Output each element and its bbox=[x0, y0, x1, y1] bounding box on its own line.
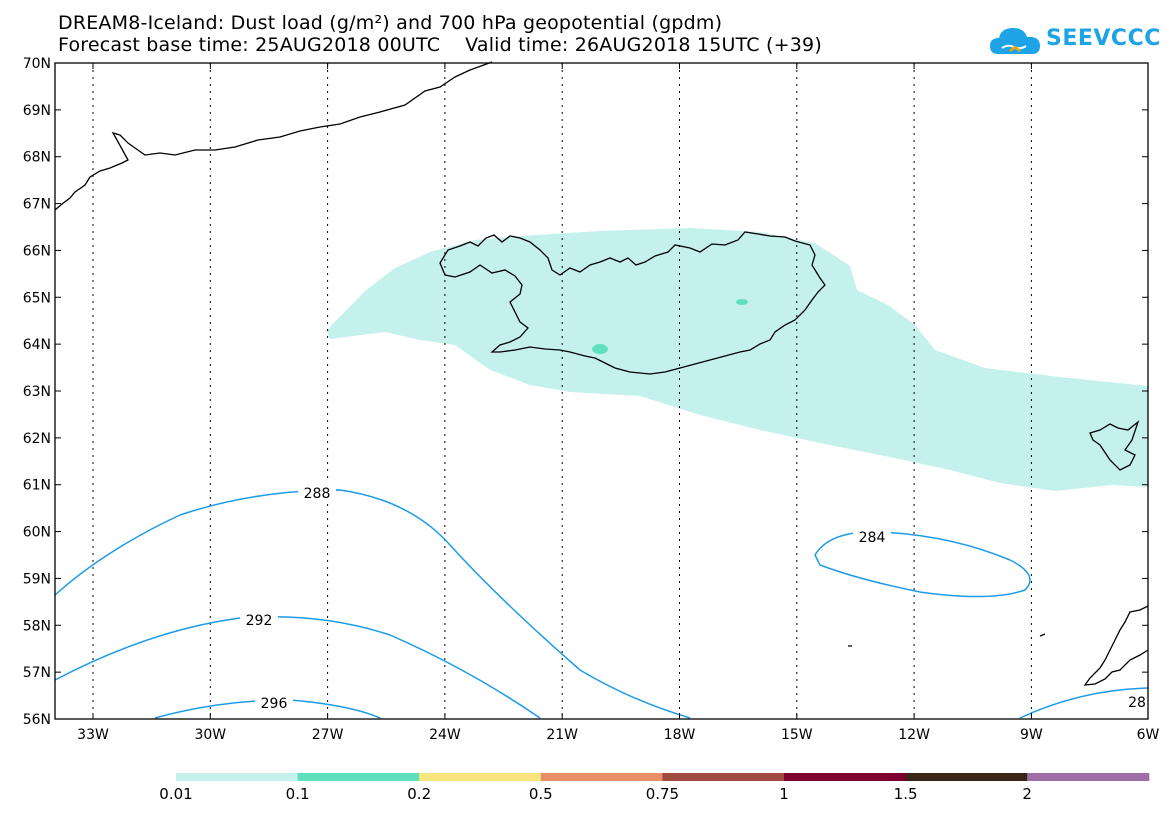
colorbar-swatch bbox=[905, 773, 1028, 781]
map-title: DREAM8-Iceland: Dust load (g/m²) and 700… bbox=[58, 12, 723, 34]
latitude-axis: 70N 69N 68N 67N 66N 65N 64N 63N 62N 61N 60N 59N 58N 5… bbox=[23, 56, 1148, 728]
lon-label: 18W bbox=[664, 727, 696, 743]
lat-label: 63N bbox=[23, 384, 51, 400]
lon-label: 33W bbox=[77, 727, 109, 743]
lon-label: 27W bbox=[312, 727, 344, 743]
lon-label: 30W bbox=[194, 727, 226, 743]
colorbar-label: 0.01 bbox=[159, 785, 193, 803]
colorbar-label: 1 bbox=[779, 785, 789, 803]
cloud-logo-icon bbox=[990, 28, 1040, 54]
longitude-axis: 33W 30W 27W 24W 21W 18W 15W 12W 9W 6W bbox=[77, 63, 1160, 743]
colorbar-swatch bbox=[540, 773, 663, 781]
coastlines bbox=[54, 61, 1149, 686]
dust-shading-mid bbox=[592, 344, 608, 354]
greenland-coast bbox=[54, 61, 493, 211]
lat-label: 58N bbox=[23, 618, 51, 634]
small-islands bbox=[848, 633, 1046, 647]
scotland-coast bbox=[1083, 605, 1149, 686]
contour-label-28: 28 bbox=[1128, 695, 1146, 711]
lat-label: 56N bbox=[23, 712, 51, 728]
lat-label: 67N bbox=[23, 197, 51, 213]
geopotential-contours bbox=[54, 489, 1149, 719]
colorbar-swatch bbox=[662, 773, 785, 781]
dust-shading-mid bbox=[736, 299, 748, 305]
colorbar-label: 0.5 bbox=[528, 785, 553, 803]
lat-label: 64N bbox=[23, 337, 51, 353]
lon-label: 15W bbox=[781, 727, 813, 743]
lat-label: 62N bbox=[23, 431, 51, 447]
colorbar-label: 2 bbox=[1022, 785, 1032, 803]
logo-text: SEEVCCC bbox=[1046, 26, 1161, 51]
contour-288 bbox=[54, 489, 691, 719]
iceland-coast bbox=[439, 231, 826, 375]
contour-label-292: 292 bbox=[246, 613, 273, 629]
lat-label: 65N bbox=[23, 290, 51, 306]
lat-label: 59N bbox=[23, 571, 51, 587]
lat-label: 60N bbox=[23, 525, 51, 541]
lon-label: 9W bbox=[1020, 727, 1043, 743]
dust-shading-low bbox=[327, 228, 1148, 491]
contour-label-284: 284 bbox=[859, 530, 886, 546]
lat-label: 57N bbox=[23, 665, 51, 681]
graticule bbox=[92, 63, 1032, 719]
lat-label: 68N bbox=[23, 150, 51, 166]
colorbar-label: 0.2 bbox=[407, 785, 432, 803]
lat-label: 66N bbox=[23, 243, 51, 259]
colorbar-swatch bbox=[1027, 773, 1150, 781]
colorbar-label: 0.1 bbox=[285, 785, 310, 803]
colorbar-swatch bbox=[297, 773, 420, 781]
dust-load-area bbox=[327, 228, 1148, 491]
forecast-times: Forecast base time: 25AUG2018 00UTC Vali… bbox=[58, 34, 822, 56]
colorbar-label: 0.75 bbox=[645, 785, 680, 803]
colorbar-swatch bbox=[176, 773, 299, 781]
faroe-coast bbox=[1089, 420, 1140, 471]
contour-label-296: 296 bbox=[261, 696, 288, 712]
lon-label: 24W bbox=[429, 727, 461, 743]
contour-28x bbox=[1019, 687, 1149, 719]
lat-label: 69N bbox=[23, 103, 51, 119]
lon-label: 12W bbox=[898, 727, 930, 743]
contour-292 bbox=[54, 616, 541, 719]
colorbar-label: 1.5 bbox=[893, 785, 918, 803]
colorbar bbox=[176, 773, 1150, 781]
colorbar-swatch bbox=[784, 773, 907, 781]
lon-label: 6W bbox=[1137, 727, 1160, 743]
contour-284 bbox=[814, 531, 1031, 598]
lat-label: 61N bbox=[23, 478, 51, 494]
colorbar-swatch bbox=[419, 773, 542, 781]
lon-label: 21W bbox=[546, 727, 578, 743]
seevccc-logo: SEEVCCC bbox=[988, 20, 1160, 60]
contour-label-288: 288 bbox=[304, 486, 331, 502]
lat-label: 70N bbox=[23, 56, 51, 72]
